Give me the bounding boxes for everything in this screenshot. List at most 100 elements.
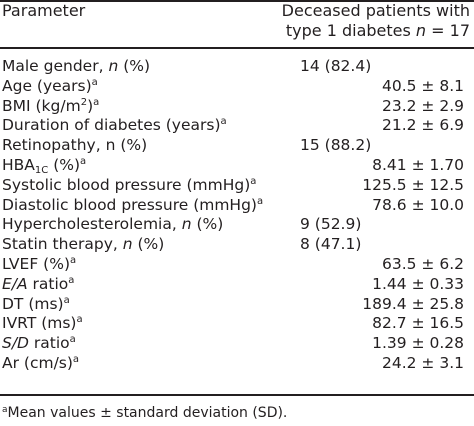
row-label-sd-ratio: S/D ratioa — [2, 334, 76, 354]
table-row-hypercholesterolemia: Hypercholesterolemia, n (%) 9 (52.9) — [0, 215, 474, 235]
table-row-statin-therapy: Statin therapy, n (%) 8 (47.1) — [0, 235, 474, 255]
row-label-ivrt: IVRT (ms)a — [2, 314, 83, 334]
row-label-part: 1C — [34, 164, 49, 176]
row-label-statin-therapy: Statin therapy, n (%) — [2, 235, 164, 255]
row-label-part: a — [72, 353, 80, 365]
row-value-retinopathy: 15 (88.2) — [300, 136, 372, 155]
row-label-part: a — [91, 76, 98, 88]
table-row-dt: DT (ms)a 189.4 ± 25.8 — [0, 295, 474, 315]
table-row-ivrt: IVRT (ms)a 82.7 ± 16.5 — [0, 314, 474, 334]
row-label-part: ) — [87, 96, 94, 115]
row-label-part: BMI (kg/m — [2, 96, 81, 115]
row-label-part: a — [68, 274, 75, 286]
row-label-hypercholesterolemia: Hypercholesterolemia, n (%) — [2, 215, 223, 235]
table-row-age: Age (years)a 40.5 ± 8.1 — [0, 77, 474, 97]
row-label-part: n — [122, 235, 133, 254]
table-row-sd-ratio: S/D ratioa 1.39 ± 0.28 — [0, 334, 474, 354]
row-value-diastolic-blood-pressure: 78.6 ± 10.0 — [372, 195, 464, 214]
group-column-header: Deceased patients with type 1 diabetes n… — [282, 1, 470, 41]
table-footnote: aMean values ± standard deviation (SD). — [2, 404, 287, 422]
row-value-hba1c: 8.41 ± 1.70 — [372, 155, 464, 174]
table-row-male-gender: Male gender, n (%) 14 (82.4) — [0, 57, 474, 77]
row-value-hypercholesterolemia: 9 (52.9) — [300, 215, 362, 234]
table-row-bmi: BMI (kg/m2)a 23.2 ± 2.9 — [0, 97, 474, 117]
table-row-systolic-blood-pressure: Systolic blood pressure (mmHg)a 125.5 ± 1… — [0, 176, 474, 196]
row-label-dt: DT (ms)a — [2, 295, 70, 315]
row-label-part: LVEF (%) — [2, 254, 70, 273]
row-value-ea-ratio: 1.44 ± 0.33 — [372, 274, 464, 293]
row-label-ar: Ar (cm/s)a — [2, 354, 79, 374]
footnote-marker: a — [2, 405, 8, 415]
row-label-male-gender: Male gender, n (%) — [2, 57, 150, 77]
row-label-part: S/D — [2, 334, 29, 353]
row-label-part: Male gender, — [2, 57, 109, 75]
row-label-part: (%) — [48, 155, 81, 174]
row-label-part: a — [70, 254, 77, 266]
row-label-part: (%) — [191, 215, 224, 234]
header-divider-rule — [0, 47, 474, 49]
table-body: Male gender, n (%) 14 (82.4) Age (years)a 4… — [0, 57, 474, 374]
row-label-part: a — [93, 96, 100, 108]
row-value-bmi: 23.2 ± 2.9 — [381, 96, 464, 115]
group-header-line-2-suffix: = 17 — [426, 21, 470, 40]
row-value-systolic-blood-pressure: 125.5 ± 12.5 — [362, 175, 464, 194]
row-label-part: a — [63, 294, 70, 306]
row-label-part: n — [108, 57, 119, 75]
row-label-part: Retinopathy, n (%) — [2, 136, 148, 155]
table-bottom-rule — [0, 394, 474, 396]
row-label-part: ratio — [27, 274, 69, 293]
row-label-part: 2 — [80, 96, 88, 108]
row-label-part: Systolic blood pressure (mmHg) — [2, 175, 251, 194]
table-row-ea-ratio: E/A ratioa 1.44 ± 0.33 — [0, 275, 474, 295]
row-label-part: (%) — [118, 57, 151, 75]
footnote-text: Mean values ± standard deviation (SD). — [7, 405, 288, 421]
row-value-ivrt: 82.7 ± 16.5 — [372, 314, 464, 333]
table-row-diastolic-blood-pressure: Diastolic blood pressure (mmHg)a 78.6 ± 1… — [0, 196, 474, 216]
row-label-part: a — [256, 195, 264, 207]
row-label-systolic-blood-pressure: Systolic blood pressure (mmHg)a — [2, 176, 256, 196]
row-label-part: n — [181, 215, 192, 234]
row-label-retinopathy: Retinopathy, n (%) — [2, 136, 147, 156]
row-label-part: IVRT (ms) — [2, 314, 77, 333]
row-label-age: Age (years)a — [2, 77, 98, 97]
row-label-part: a — [69, 334, 76, 346]
table-row-lvef: LVEF (%)a 63.5 ± 6.2 — [0, 255, 474, 275]
table-row-retinopathy: Retinopathy, n (%) 15 (88.2) — [0, 136, 474, 156]
parameter-column-header: Parameter — [2, 1, 86, 20]
row-label-hba1c: HBA1C (%)a — [2, 156, 86, 176]
row-value-ar: 24.2 ± 3.1 — [381, 353, 464, 372]
table-top-rule — [0, 0, 474, 2]
row-label-part: Statin therapy, — [2, 235, 123, 254]
row-label-part: Duration of diabetes (years) — [2, 116, 221, 135]
row-value-lvef: 63.5 ± 6.2 — [381, 254, 464, 273]
row-label-duration-of-diabetes: Duration of diabetes (years)a — [2, 116, 227, 136]
row-label-part: a — [76, 314, 83, 326]
row-label-bmi: BMI (kg/m2)a — [2, 97, 99, 117]
row-label-part: E/A — [2, 274, 28, 293]
row-label-part: a — [80, 155, 87, 167]
row-label-ea-ratio: E/A ratioa — [2, 275, 74, 295]
group-header-line-2-prefix: type 1 diabetes — [285, 21, 416, 40]
row-value-duration-of-diabetes: 21.2 ± 6.9 — [381, 116, 464, 135]
row-label-part: (%) — [132, 235, 165, 254]
row-label-part: Diastolic blood pressure (mmHg) — [2, 195, 257, 214]
row-label-part: Age (years) — [2, 76, 92, 95]
row-value-male-gender: 14 (82.4) — [300, 57, 372, 75]
row-label-lvef: LVEF (%)a — [2, 255, 76, 275]
row-label-part: DT (ms) — [2, 294, 64, 313]
table-row-duration-of-diabetes: Duration of diabetes (years)a 21.2 ± 6.9 — [0, 116, 474, 136]
row-value-dt: 189.4 ± 25.8 — [362, 294, 464, 313]
group-header-line-1: Deceased patients with — [281, 1, 470, 20]
row-label-part: a — [250, 175, 257, 187]
table-row-ar: Ar (cm/s)a 24.2 ± 3.1 — [0, 354, 474, 374]
row-label-part: ratio — [29, 334, 70, 353]
row-label-part: Ar (cm/s) — [2, 353, 73, 372]
row-label-part: a — [220, 116, 227, 128]
table-row-hba1c: HBA1C (%)a 8.41 ± 1.70 — [0, 156, 474, 176]
group-header-n: n — [415, 21, 427, 40]
row-value-statin-therapy: 8 (47.1) — [300, 235, 362, 254]
row-label-diastolic-blood-pressure: Diastolic blood pressure (mmHg)a — [2, 196, 263, 216]
group-header-line-2: type 1 diabetes n = 17 — [282, 21, 470, 41]
row-label-part: HBA — [2, 155, 35, 174]
row-value-sd-ratio: 1.39 ± 0.28 — [372, 334, 464, 353]
